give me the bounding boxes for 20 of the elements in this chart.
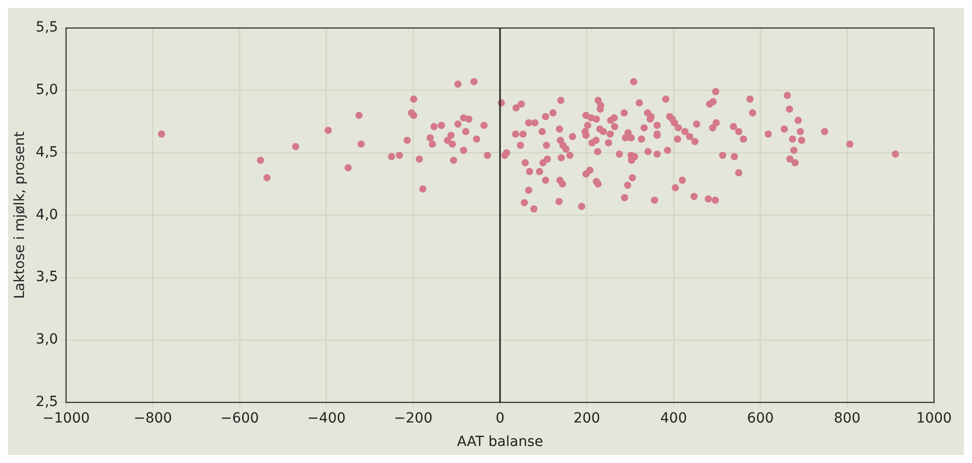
x-tick-label: 1000 xyxy=(916,410,952,426)
y-tick-label: 2,5 xyxy=(36,394,58,410)
x-tick-label: 0 xyxy=(496,410,504,426)
y-tick-label: 4,0 xyxy=(36,206,58,223)
x-axis-title: AAT balanse xyxy=(456,434,544,450)
y-tick-label: 5,5 xyxy=(36,20,58,36)
y-tick-label: 3,0 xyxy=(36,332,58,348)
y-tick-label: 5,0 xyxy=(36,82,58,98)
y-tick-label: 3,5 xyxy=(36,269,58,286)
x-tick-label: −200 xyxy=(394,410,432,426)
x-tick-label: 600 xyxy=(747,410,774,426)
x-tick-label: 400 xyxy=(660,410,687,426)
y-tick-label: 4,5 xyxy=(36,144,58,160)
x-tick-label: −400 xyxy=(307,410,346,426)
y-axis-title: Laktose i mjølk, prosent xyxy=(12,130,28,299)
x-tick-label: −1000 xyxy=(42,410,90,426)
x-tick-label: −800 xyxy=(134,410,172,426)
x-tick-label: −600 xyxy=(220,410,259,426)
x-tick-label: 800 xyxy=(834,410,861,426)
x-tick-label: 200 xyxy=(573,410,600,426)
